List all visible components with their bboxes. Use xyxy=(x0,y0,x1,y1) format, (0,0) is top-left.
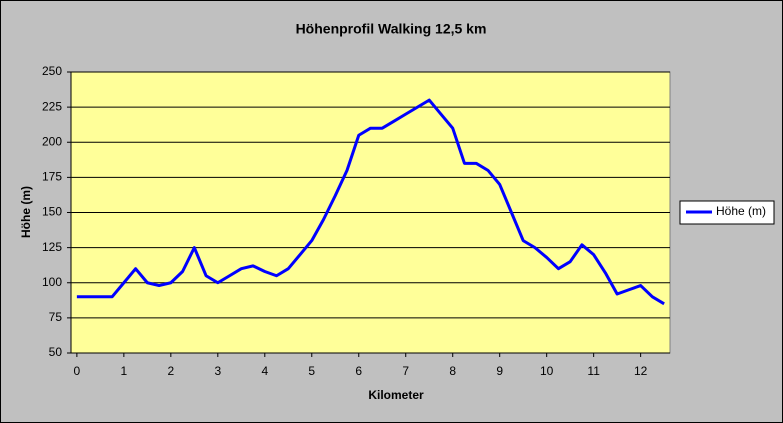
x-tick-label: 5 xyxy=(308,364,315,378)
x-tick-label: 6 xyxy=(355,364,362,378)
x-tick-label: 11 xyxy=(587,364,600,378)
line-series xyxy=(76,98,665,306)
y-axis-label: Höhe (m) xyxy=(19,186,33,238)
x-tick-label: 1 xyxy=(121,364,128,378)
y-tick-label: 150 xyxy=(42,205,62,219)
x-tick-label: 0 xyxy=(74,364,81,378)
legend xyxy=(679,200,775,225)
x-tick-label: 8 xyxy=(449,364,456,378)
legend-label: Höhe (m) xyxy=(716,204,766,218)
y-tick-label: 250 xyxy=(42,64,62,78)
y-tick-label: 100 xyxy=(42,275,62,289)
y-tick-label: 225 xyxy=(42,99,62,113)
x-tick-label: 10 xyxy=(540,364,554,378)
x-tick-label: 4 xyxy=(261,364,268,378)
x-tick-label: 2 xyxy=(167,364,174,378)
chart-title: Höhenprofil Walking 12,5 km xyxy=(296,21,487,37)
y-tick-label: 200 xyxy=(42,134,62,148)
x-tick-label: 12 xyxy=(634,364,648,378)
y-tick-label: 50 xyxy=(49,345,63,359)
y-tick-label: 75 xyxy=(49,310,63,324)
x-tick-label: 3 xyxy=(214,364,221,378)
x-axis-label: Kilometer xyxy=(368,388,424,402)
y-tick-label: 125 xyxy=(42,240,62,254)
x-tick-label: 9 xyxy=(496,364,503,378)
x-tick-label: 7 xyxy=(402,364,409,378)
y-tick-label: 175 xyxy=(42,170,62,184)
